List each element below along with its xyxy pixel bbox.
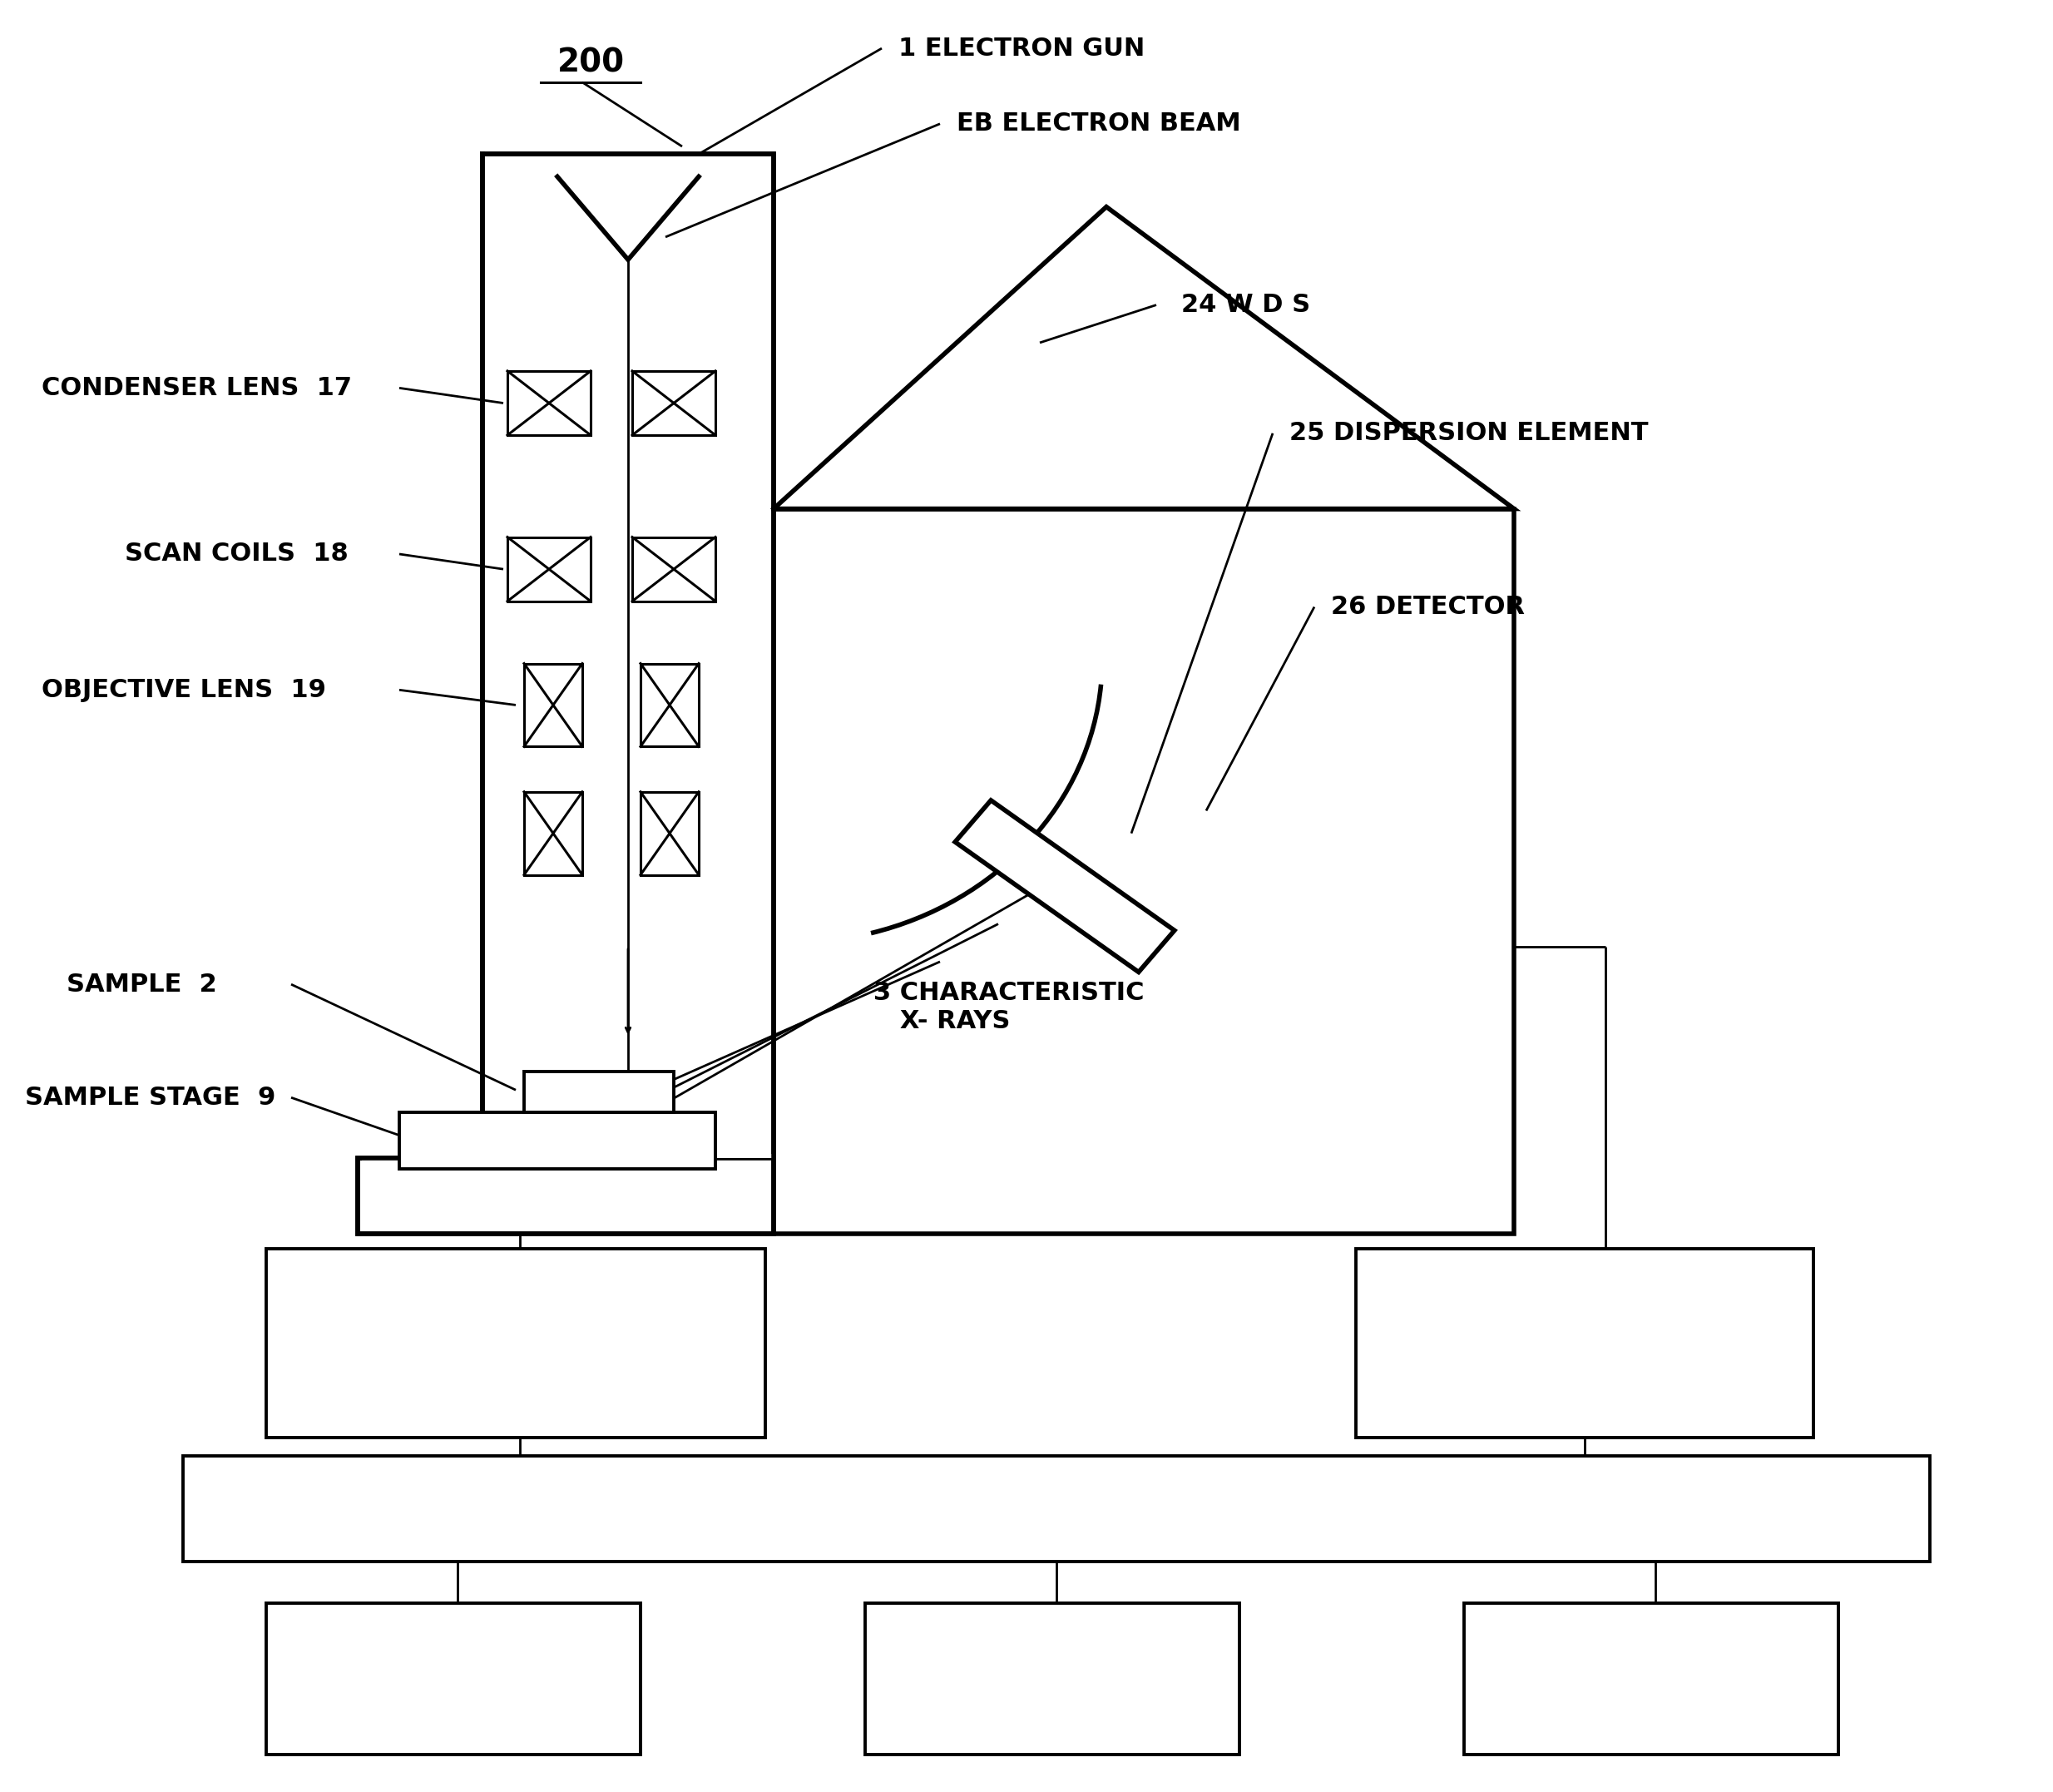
- Text: 3 CHARACTERISTIC
   X- RAYS: 3 CHARACTERISTIC X- RAYS: [873, 980, 1144, 1032]
- Text: SCAN COILS  18: SCAN COILS 18: [125, 541, 349, 566]
- Text: 13 DISPLAY
DEVICE: 13 DISPLAY DEVICE: [975, 1650, 1131, 1706]
- Bar: [524, 663, 583, 747]
- Bar: [632, 371, 714, 435]
- Bar: [267, 1604, 641, 1754]
- Text: SAMPLE STAGE  9: SAMPLE STAGE 9: [25, 1086, 275, 1109]
- Bar: [507, 371, 591, 435]
- Text: SAMPLE  2: SAMPLE 2: [66, 973, 218, 996]
- Bar: [398, 1113, 714, 1168]
- Text: 10 SAMPLE STAGE
DRIVE MECHANISM: 10 SAMPLE STAGE DRIVE MECHANISM: [386, 1315, 645, 1371]
- Text: 12 INPUT
DEVICES: 12 INPUT DEVICES: [390, 1650, 515, 1706]
- Text: 25 DISPERSION ELEMENT: 25 DISPERSION ELEMENT: [1289, 421, 1649, 446]
- Bar: [641, 663, 698, 747]
- Text: 11 MEASUREMENT CONTROL UNIT: 11 MEASUREMENT CONTROL UNIT: [825, 1498, 1287, 1521]
- Bar: [641, 792, 698, 874]
- Bar: [361, 1158, 482, 1229]
- Bar: [632, 538, 714, 602]
- Text: 26 DETECTOR: 26 DETECTOR: [1330, 595, 1525, 618]
- Bar: [524, 792, 583, 874]
- Polygon shape: [955, 801, 1174, 971]
- Bar: [774, 509, 1513, 1233]
- Bar: [864, 1604, 1240, 1754]
- Text: 1 ELECTRON GUN: 1 ELECTRON GUN: [899, 36, 1146, 61]
- Bar: [267, 1249, 766, 1437]
- Text: EB ELECTRON BEAM: EB ELECTRON BEAM: [957, 111, 1240, 136]
- Text: 8  W D S
MEASUREMENT
SYSTEM: 8 W D S MEASUREMENT SYSTEM: [1480, 1299, 1690, 1387]
- Text: CONDENSER LENS  17: CONDENSER LENS 17: [41, 376, 351, 400]
- Text: OBJECTIVE LENS  19: OBJECTIVE LENS 19: [41, 677, 326, 702]
- Bar: [1355, 1249, 1813, 1437]
- Bar: [524, 1072, 673, 1113]
- Text: 14 STORAGE
DEVICE: 14 STORAGE DEVICE: [1566, 1650, 1737, 1706]
- Bar: [1464, 1604, 1837, 1754]
- Text: 200: 200: [556, 47, 624, 79]
- Bar: [482, 154, 774, 1158]
- Bar: [183, 1457, 1930, 1563]
- Text: 24 W D S: 24 W D S: [1180, 292, 1310, 317]
- Bar: [357, 1158, 774, 1233]
- Bar: [482, 1154, 774, 1158]
- Bar: [507, 538, 591, 602]
